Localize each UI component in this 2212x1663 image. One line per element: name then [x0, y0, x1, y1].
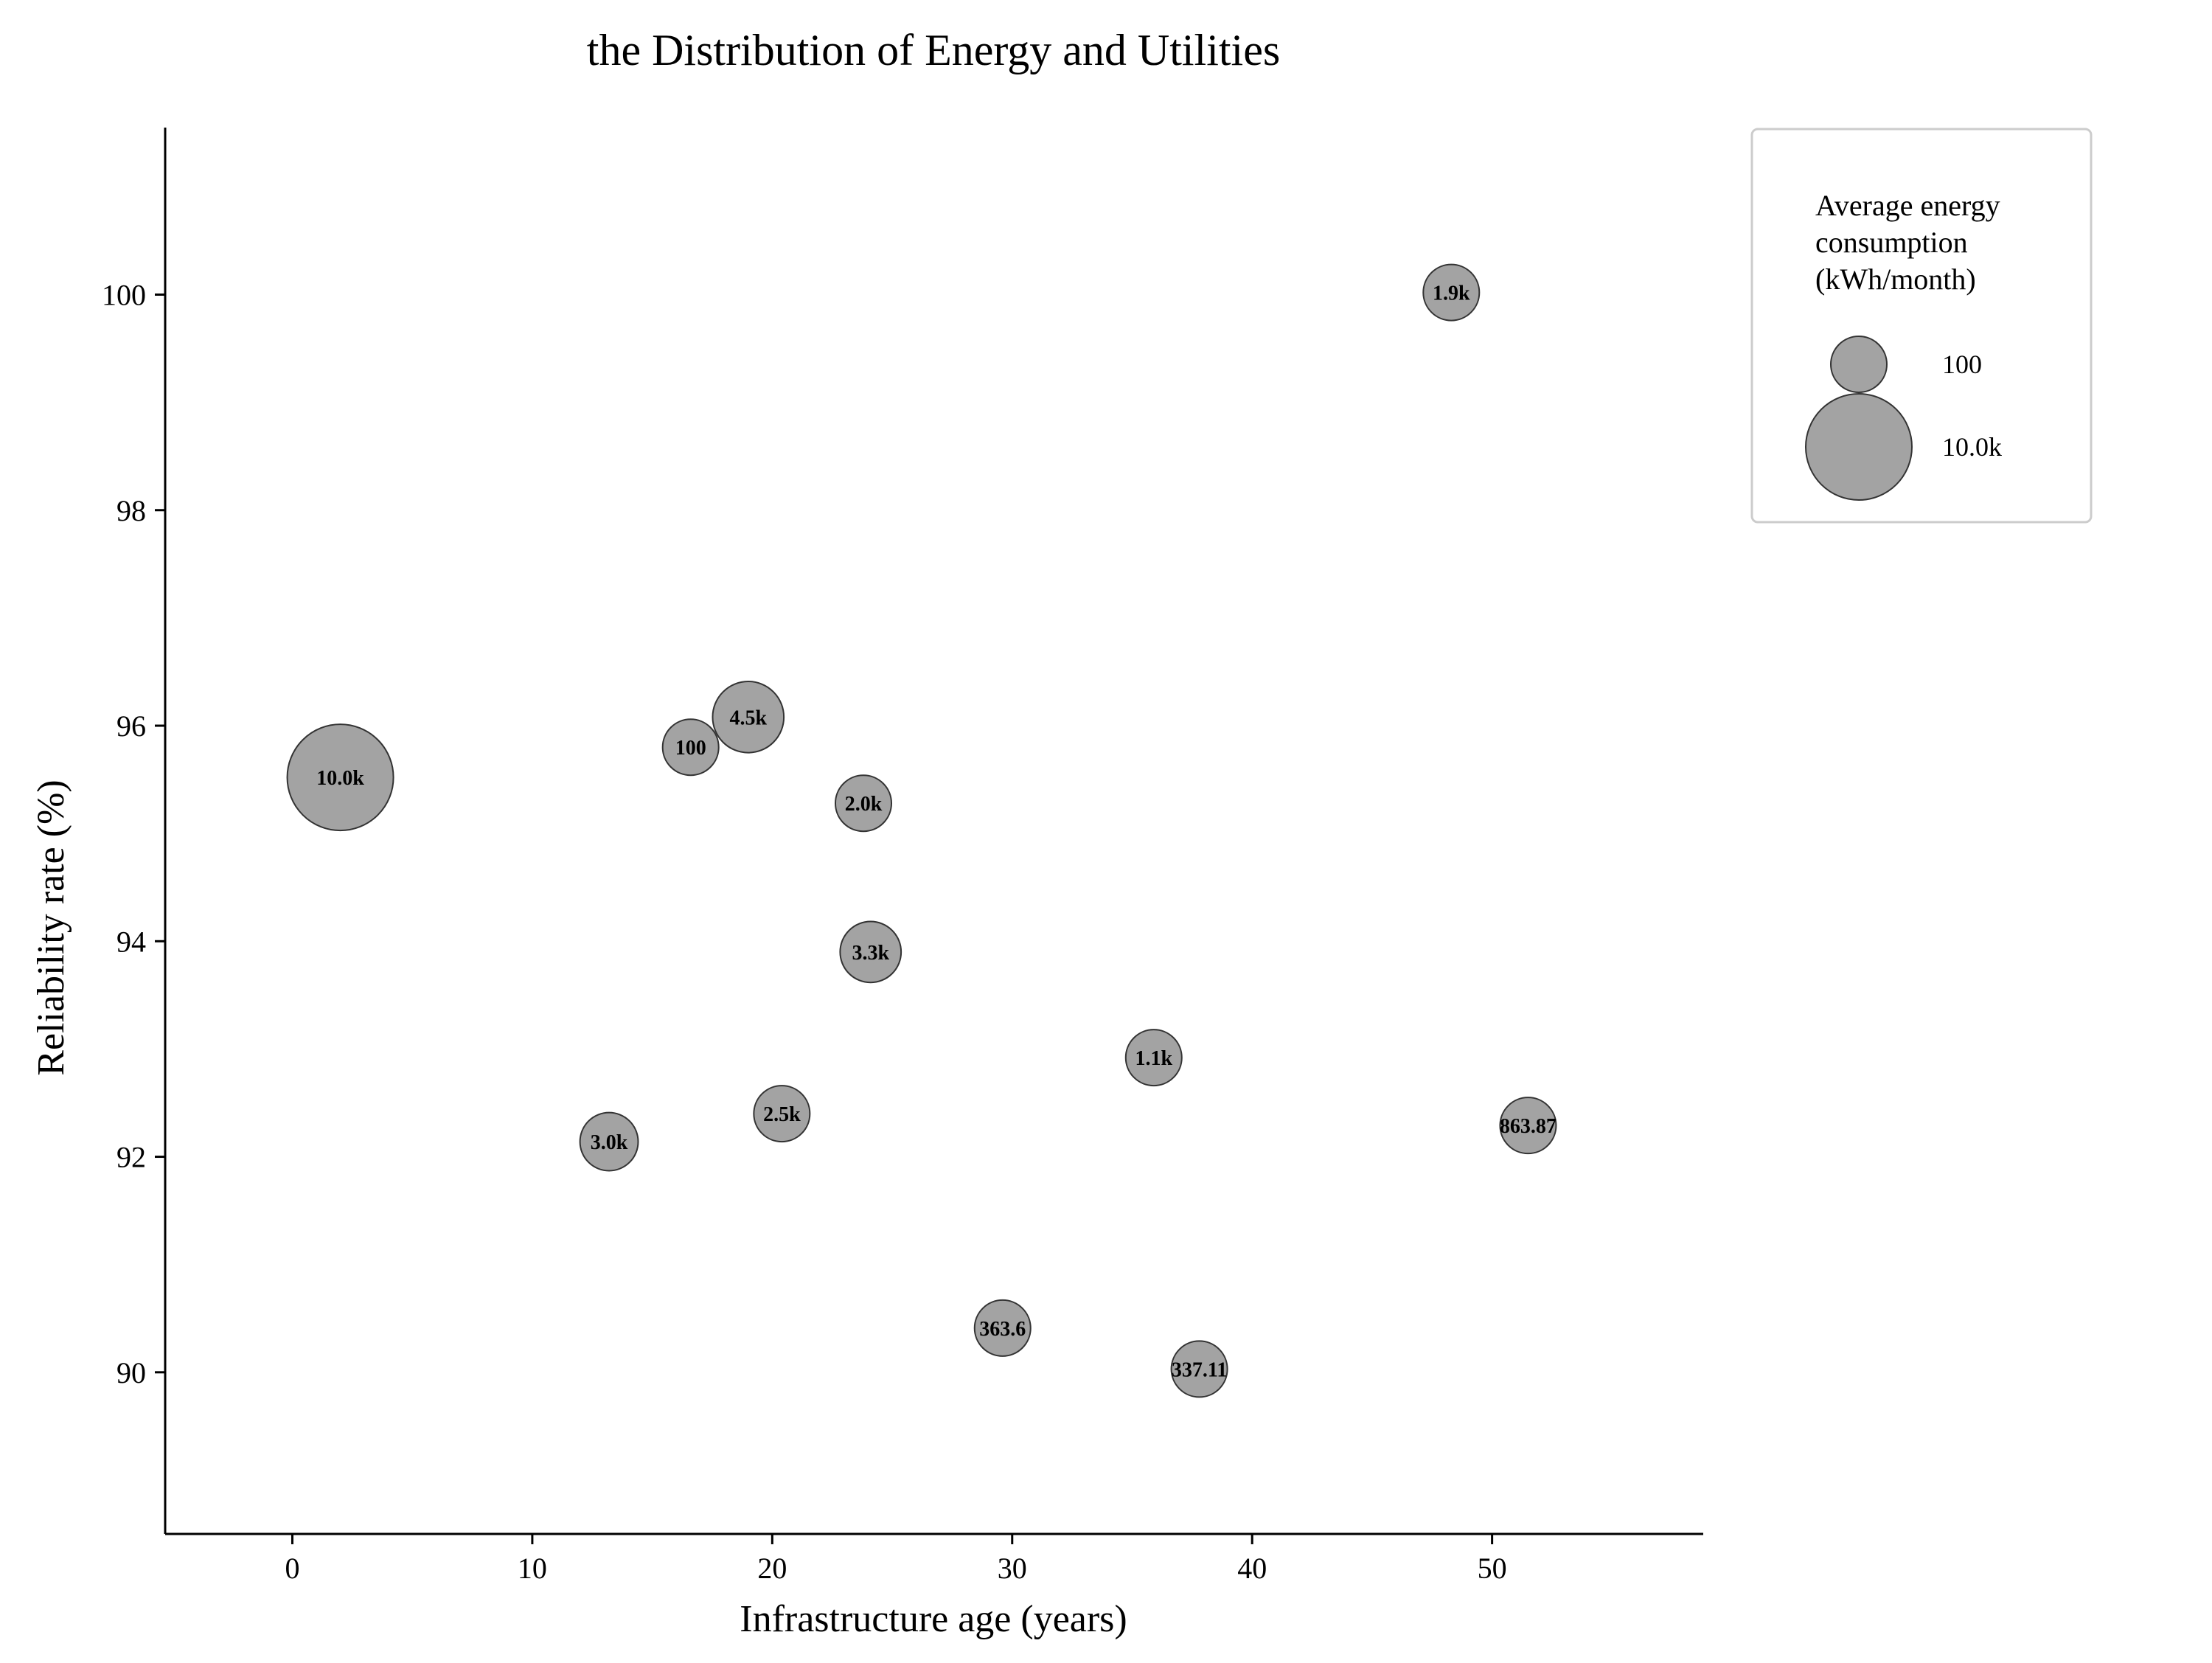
bubble-layer	[286, 263, 1557, 1398]
bubble	[579, 1111, 639, 1172]
bubble	[286, 723, 394, 832]
legend-bubble	[1830, 336, 1888, 393]
bubble	[1422, 263, 1481, 322]
legend-title-line: (kWh/month)	[1815, 263, 1976, 296]
bubble-label: 4.5k	[730, 706, 768, 729]
y-tick-label: 98	[116, 494, 146, 527]
bubble-label: 1.1k	[1135, 1047, 1172, 1070]
bubble-label: 1.9k	[1433, 282, 1470, 305]
bubble	[753, 1085, 811, 1143]
bubble-label: 3.3k	[852, 942, 889, 965]
x-axis-label: Infrastructure age (years)	[740, 1598, 1127, 1640]
x-tick-label: 50	[1478, 1552, 1507, 1585]
bubble	[1170, 1340, 1228, 1398]
legend-title-line: Average energy	[1815, 189, 2000, 222]
x-tick-label: 10	[518, 1552, 547, 1585]
bubble-label: 863.87	[1500, 1115, 1557, 1138]
bubble-label: 2.5k	[763, 1103, 801, 1126]
legend-frame	[1750, 128, 2093, 524]
y-tick-label: 90	[116, 1356, 146, 1389]
size-legend: Average energy consumption (kWh/month) 100 1…	[1750, 128, 2093, 524]
bubble	[839, 920, 902, 984]
legend-label: 100	[1942, 350, 1982, 379]
legend-bubble	[1805, 393, 1913, 501]
legend-label: 10.0k	[1942, 432, 2002, 462]
bubble-label: 2.0k	[845, 793, 883, 816]
bubble	[1499, 1097, 1557, 1155]
bubble-label-layer: 10.0k 100 4.5k 2.0k 3.3k 3.0k 2.5k 1.1k 363.6 337…	[316, 282, 1557, 1382]
bubble-label: 3.0k	[591, 1131, 628, 1154]
x-tick-label: 0	[285, 1552, 299, 1585]
y-tick-label: 100	[102, 279, 146, 312]
bubble-label: 100	[675, 737, 706, 760]
bubble	[1124, 1029, 1183, 1087]
x-tick-label: 30	[998, 1552, 1027, 1585]
chart-title: the Distribution of Energy and Utilities	[587, 26, 1280, 74]
bubble	[834, 774, 892, 833]
x-tick-label: 20	[757, 1552, 787, 1585]
y-tick-label: 96	[116, 709, 146, 743]
legend-title-line: consumption	[1815, 226, 1968, 259]
bubble	[973, 1299, 1032, 1357]
y-tick-label: 92	[116, 1141, 146, 1174]
bubble-label: 363.6	[979, 1318, 1026, 1341]
bubble	[661, 718, 720, 777]
x-tick-label: 40	[1237, 1552, 1267, 1585]
bubble	[712, 681, 785, 754]
axes: 0 10 20 30 40 50 90 92 94 96 98 100	[102, 128, 1703, 1585]
bubble-label: 337.11	[1172, 1358, 1227, 1381]
y-axis-label: Reliability rate (%)	[30, 780, 72, 1075]
y-tick-label: 94	[116, 925, 146, 958]
bubble-label: 10.0k	[316, 767, 364, 790]
